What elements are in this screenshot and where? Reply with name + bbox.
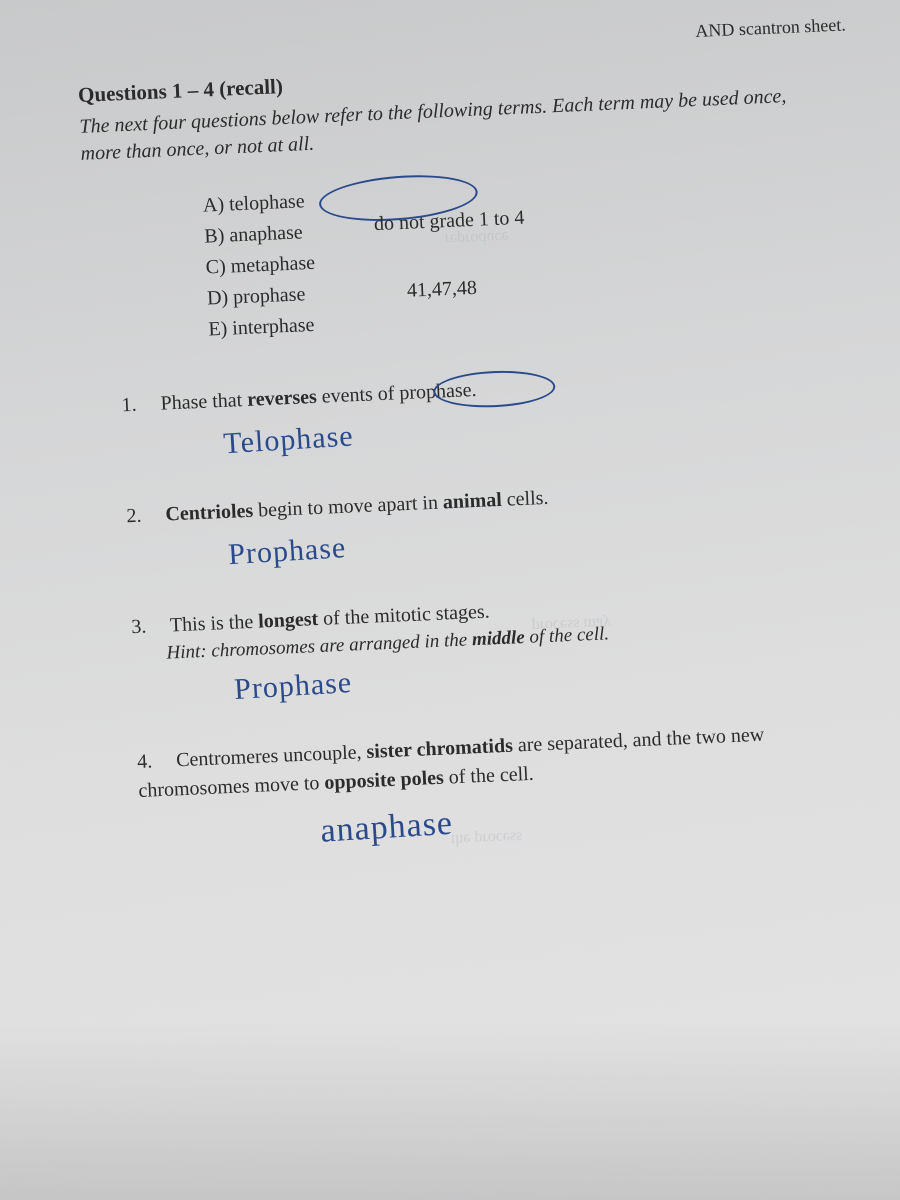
q1-post: events of prophase.	[316, 379, 477, 408]
q3-post: of the mitotic stages.	[318, 601, 490, 630]
q1-number: 1.	[121, 390, 156, 420]
q2-bold1: Centrioles	[165, 500, 254, 526]
q2-post: cells.	[501, 487, 549, 511]
q2-number: 2.	[126, 501, 161, 531]
answer-choices: A) telophase B) anaphase C) metaphase D)…	[202, 163, 838, 345]
worksheet-page: AND scantron sheet. Questions 1 – 4 (rec…	[0, 0, 900, 1200]
hint3-bold: middle	[472, 627, 526, 650]
q4-number: 4.	[137, 747, 172, 777]
hint3-post: of the cell.	[524, 623, 609, 648]
q2-bold2: animal	[442, 489, 502, 514]
q3-pre: This is the	[169, 611, 258, 637]
q4-bold1: sister chromatids	[366, 735, 513, 763]
q4-post: of the cell.	[443, 763, 534, 789]
numbers-note: 41,47,48	[406, 273, 477, 307]
q4-pre: Centromeres uncouple,	[176, 741, 367, 771]
q3-number: 3.	[131, 612, 166, 642]
q2-mid: begin to move apart in	[253, 491, 444, 521]
instruction-line2: more than once, or not at all.	[80, 133, 314, 165]
q4-bold2: opposite poles	[324, 767, 444, 794]
q3-bold: longest	[258, 608, 319, 633]
q1-bold: reverses	[247, 386, 317, 411]
q1-pre: Phase that	[160, 389, 248, 415]
do-not-grade-note: do not grade 1 to 4	[373, 203, 525, 241]
